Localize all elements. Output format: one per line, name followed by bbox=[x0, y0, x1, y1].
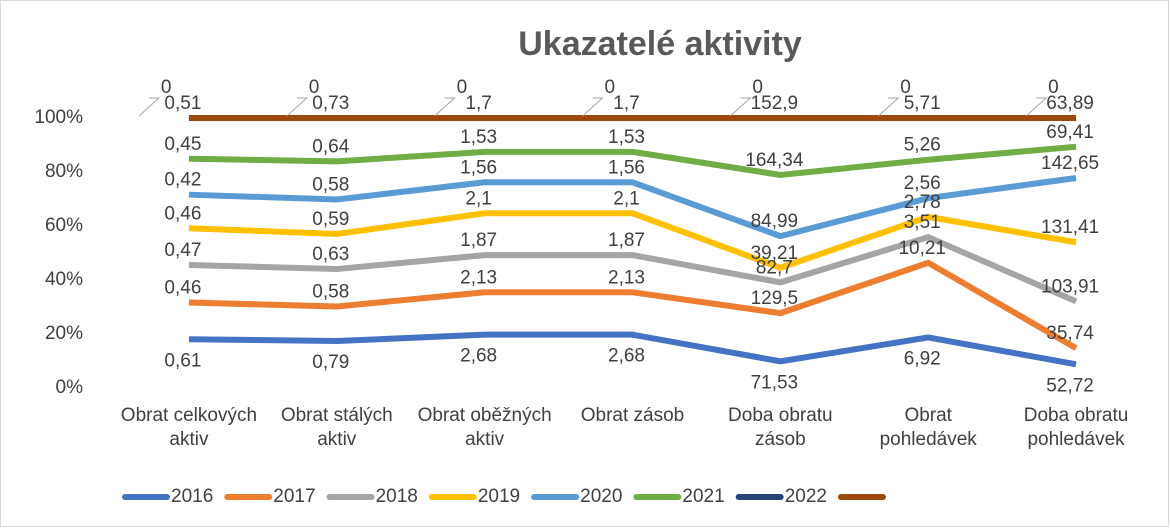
x-tick-label: Obrat zásob bbox=[580, 405, 685, 426]
data-label: 2,78 bbox=[904, 192, 941, 213]
data-label: 1,87 bbox=[460, 230, 497, 251]
legend-label: 2020 bbox=[580, 486, 622, 507]
data-label: 152,9 bbox=[751, 93, 799, 114]
data-label: 10,21 bbox=[898, 238, 946, 259]
data-label: 5,26 bbox=[904, 135, 941, 156]
data-label: 2,13 bbox=[460, 267, 497, 288]
x-tick-label: Obrat pohledávek bbox=[879, 405, 977, 450]
x-tick-label: Doba obratu zásob bbox=[728, 405, 833, 450]
data-label: 2,56 bbox=[904, 173, 941, 194]
y-tick-label: 40% bbox=[45, 269, 83, 290]
data-label: 0,61 bbox=[164, 350, 201, 371]
leader-line bbox=[286, 97, 309, 117]
data-label: 0 bbox=[605, 77, 616, 98]
data-label: 71,53 bbox=[751, 372, 799, 393]
data-label: 0 bbox=[309, 77, 320, 98]
leader-line bbox=[582, 97, 604, 117]
data-label: 129,5 bbox=[751, 288, 799, 309]
leader-line bbox=[434, 97, 456, 117]
data-label: 0 bbox=[900, 77, 911, 98]
data-label: 142,65 bbox=[1041, 153, 1099, 174]
data-label: 0,46 bbox=[164, 203, 201, 224]
data-label: 1,7 bbox=[465, 93, 491, 114]
data-label: 0 bbox=[457, 77, 468, 98]
data-label: 0,58 bbox=[312, 174, 349, 195]
data-label: 39,21 bbox=[751, 243, 799, 264]
series-line bbox=[188, 233, 1078, 305]
data-label: 0,42 bbox=[164, 170, 201, 191]
data-label: 0,47 bbox=[164, 240, 201, 261]
y-tick-label: 20% bbox=[45, 323, 83, 344]
data-label: 0,58 bbox=[312, 282, 349, 303]
data-label: 0,79 bbox=[312, 352, 349, 373]
data-label: 0,64 bbox=[312, 136, 349, 157]
series-line bbox=[188, 259, 1078, 351]
x-tick-label: Doba obratu pohledávek bbox=[1023, 405, 1129, 450]
legend-label: 2018 bbox=[376, 486, 418, 507]
leader-line bbox=[730, 97, 752, 117]
leader-line bbox=[877, 97, 900, 117]
data-label: 2,1 bbox=[465, 188, 491, 209]
data-label: 0 bbox=[1048, 77, 1059, 98]
data-label: 63,89 bbox=[1046, 93, 1094, 114]
chart-title: Ukazatelé aktivity bbox=[518, 25, 802, 63]
data-label: 0 bbox=[161, 77, 172, 98]
data-label: 0,51 bbox=[164, 93, 201, 114]
data-label: 0,63 bbox=[312, 244, 349, 265]
data-label: 0,73 bbox=[312, 93, 349, 114]
leader-line bbox=[138, 97, 161, 117]
data-label: 2,1 bbox=[613, 188, 639, 209]
data-label: 1,7 bbox=[613, 93, 639, 114]
data-label: 1,53 bbox=[460, 127, 497, 148]
data-label: 6,92 bbox=[904, 348, 941, 369]
data-label: 69,41 bbox=[1046, 122, 1094, 143]
data-label: 164,34 bbox=[745, 150, 804, 171]
data-label: 2,13 bbox=[608, 267, 645, 288]
data-label: 1,56 bbox=[608, 157, 645, 178]
y-tick-label: 80% bbox=[45, 161, 83, 182]
series-line bbox=[188, 143, 1077, 178]
x-tick-label: Obrat stálých aktiv bbox=[280, 405, 393, 450]
data-label: 84,99 bbox=[751, 211, 799, 232]
data-label: 0,45 bbox=[164, 134, 201, 155]
legend-label: 2022 bbox=[785, 486, 827, 507]
data-label: 5,71 bbox=[904, 93, 941, 114]
x-tick-label: Obrat oběžných aktiv bbox=[417, 405, 552, 450]
leader-line bbox=[1025, 97, 1048, 117]
y-tick-label: 60% bbox=[45, 215, 83, 236]
data-label: 52,72 bbox=[1046, 375, 1094, 396]
data-label: 0 bbox=[752, 77, 763, 98]
data-label: 2,68 bbox=[608, 346, 645, 367]
data-label: 35,74 bbox=[1046, 323, 1094, 344]
x-tick-label: Obrat celkových aktiv bbox=[120, 405, 258, 450]
data-label: 1,53 bbox=[608, 127, 645, 148]
data-label: 131,41 bbox=[1041, 217, 1099, 238]
data-label: 2,68 bbox=[460, 346, 497, 367]
y-tick-label: 100% bbox=[34, 107, 83, 128]
series-line bbox=[188, 175, 1077, 240]
legend-label: 2016 bbox=[171, 486, 213, 507]
data-label: 1,56 bbox=[460, 157, 497, 178]
data-label: 0,46 bbox=[164, 278, 201, 299]
data-label: 103,91 bbox=[1041, 276, 1099, 297]
legend-label: 2017 bbox=[273, 486, 315, 507]
series-line bbox=[188, 331, 1077, 368]
data-label: 0,59 bbox=[312, 209, 349, 230]
data-label: 1,87 bbox=[608, 230, 645, 251]
data-label: 3,51 bbox=[904, 212, 941, 233]
legend-label: 2019 bbox=[478, 486, 520, 507]
legend-label: 2021 bbox=[682, 486, 724, 507]
data-label: 82,7 bbox=[756, 257, 793, 278]
y-tick-label: 0% bbox=[56, 377, 84, 398]
series-line bbox=[188, 210, 1077, 271]
